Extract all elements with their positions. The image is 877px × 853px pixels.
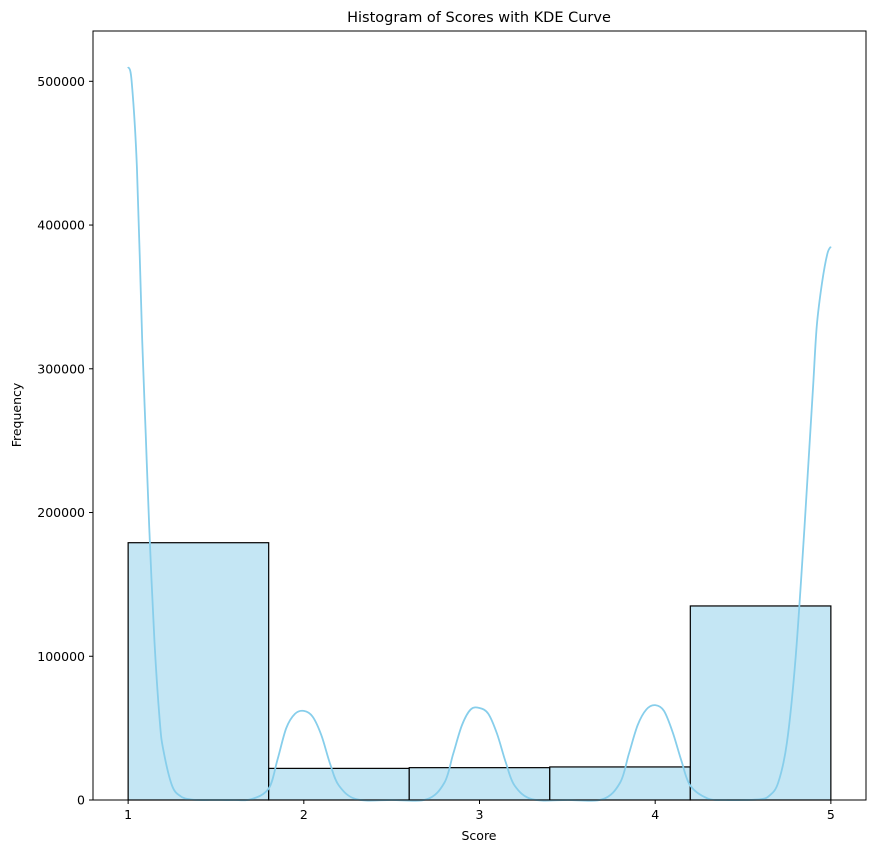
y-tick-label: 200000 [37,505,85,520]
ticks-layer: 1 2 3 4 5 0 100000 200000 300000 400000 500000 [37,74,835,822]
x-axis-label: Score [461,828,496,843]
kde-curve [127,66,832,802]
bars-layer [127,542,832,801]
chart-title: Histogram of Scores with KDE Curve [347,10,611,26]
histogram-bar-1 [127,542,270,801]
x-tick-label: 4 [651,807,659,822]
y-tick-label: 100000 [37,649,85,664]
y-tick-label: 0 [77,793,85,808]
y-tick-label: 400000 [37,218,85,233]
y-tick-label: 500000 [37,74,85,89]
kde-layer [127,66,832,802]
x-tick-label: 1 [124,807,132,822]
histogram-bar-3 [408,767,551,801]
x-tick-label: 5 [827,807,835,822]
y-tick-label: 300000 [37,361,85,376]
x-tick-label: 2 [300,807,308,822]
histogram-bar-5 [689,605,832,801]
y-axis-label: Frequency [9,382,24,447]
x-tick-label: 3 [476,807,484,822]
